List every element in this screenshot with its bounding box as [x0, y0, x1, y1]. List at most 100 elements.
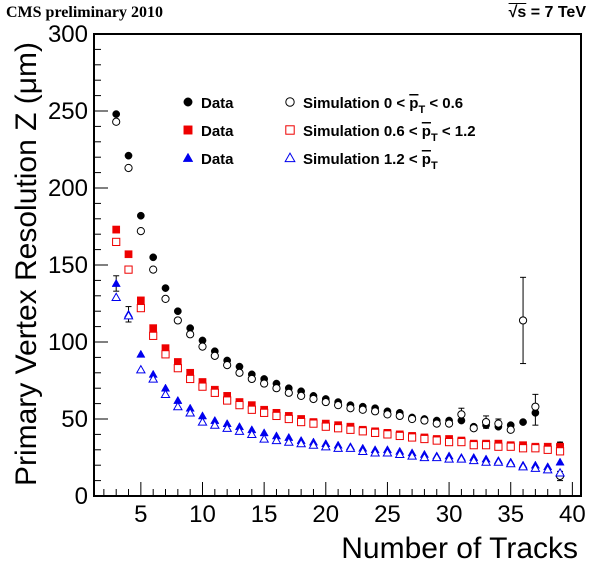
- x-tick-label: 20: [312, 501, 339, 528]
- y-tick-label: 250: [48, 98, 88, 125]
- legend-label: Data: [201, 123, 234, 140]
- data-point: [309, 419, 318, 428]
- data-point: [123, 310, 134, 320]
- data-point: [222, 423, 233, 432]
- data-point: [173, 307, 182, 316]
- data-point: [137, 211, 145, 220]
- data-point: [506, 442, 515, 451]
- legend-marker: [285, 125, 295, 135]
- data-point: [149, 253, 158, 262]
- data-point: [506, 425, 515, 434]
- data-point: [161, 284, 170, 292]
- legend-marker: [285, 97, 295, 107]
- x-tick-label: 5: [134, 501, 147, 528]
- data-point: [518, 316, 528, 325]
- data-point: [247, 405, 256, 414]
- data-point: [210, 388, 219, 397]
- data-point: [149, 265, 158, 274]
- header-cms-label: CMS preliminary 2010: [6, 4, 164, 21]
- data-point: [247, 374, 256, 384]
- data-point: [457, 410, 466, 419]
- x-tick-label: 30: [436, 501, 463, 528]
- sqrt-s-symbol: √s: [508, 4, 527, 21]
- data-point: [494, 442, 503, 451]
- data-point: [271, 435, 282, 445]
- data-point: [172, 401, 183, 411]
- x-tick-label: 10: [189, 501, 216, 528]
- data-point: [272, 411, 281, 421]
- legend-label: Data: [201, 95, 234, 112]
- x-axis-label: Number of Tracks: [341, 532, 578, 565]
- data-point: [186, 374, 195, 384]
- data-point: [198, 342, 207, 351]
- data-point: [346, 404, 355, 413]
- data-point: [284, 414, 293, 424]
- data-point: [456, 453, 467, 463]
- data-point: [149, 331, 158, 340]
- data-point: [149, 324, 158, 332]
- data-point: [383, 410, 392, 419]
- data-point: [112, 225, 121, 234]
- data-point: [173, 364, 182, 373]
- data-point: [283, 436, 294, 446]
- data-point: [334, 401, 343, 410]
- data-point: [185, 407, 196, 417]
- data-point: [345, 443, 356, 452]
- data-point: [284, 388, 293, 397]
- data-point: [346, 425, 355, 434]
- header-energy-label: √s = 7 TeV: [509, 4, 586, 22]
- data-point: [334, 424, 343, 433]
- data-point: [112, 110, 121, 118]
- data-point: [296, 438, 307, 448]
- data-point: [395, 431, 404, 441]
- data-point: [420, 434, 429, 444]
- data-point: [223, 361, 232, 370]
- data-point: [518, 444, 528, 453]
- data-point: [383, 430, 392, 439]
- data-point: [494, 419, 503, 428]
- data-point: [519, 418, 527, 426]
- data-point: [468, 455, 479, 465]
- y-tick-label: 50: [61, 406, 88, 433]
- data-point: [531, 402, 540, 411]
- data-point: [297, 391, 306, 400]
- data-point: [469, 424, 478, 433]
- data-point: [160, 389, 171, 398]
- x-tick-label: 40: [559, 501, 586, 528]
- legend: Data Data Data Simulation 0 < pT < 0.6 Simul…: [182, 95, 476, 172]
- data-point: [223, 396, 232, 405]
- data-point: [161, 294, 170, 303]
- data-point: [431, 452, 442, 462]
- data-point: [197, 416, 208, 426]
- legend-marker: [183, 97, 193, 107]
- data-point: [420, 416, 429, 425]
- data-point: [260, 379, 269, 388]
- y-tick-label: 300: [48, 21, 88, 48]
- data-point: [407, 414, 417, 424]
- legend-label: Data: [201, 151, 234, 168]
- legend-marker: [284, 152, 296, 163]
- data-point: [555, 467, 566, 477]
- legend-label: Simulation 1.2 < pT: [303, 151, 438, 172]
- data-point: [260, 408, 269, 417]
- data-point: [394, 449, 405, 459]
- data-point: [407, 450, 418, 460]
- data-point: [493, 456, 504, 466]
- data-point: [297, 417, 306, 427]
- data-point: [308, 440, 319, 449]
- data-point: [124, 250, 133, 259]
- legend-label: Simulation 0 < pT < 0.6: [303, 95, 463, 116]
- data-point: [530, 463, 541, 472]
- data-point: [457, 438, 466, 447]
- legend-marker: [182, 152, 194, 162]
- data-point: [371, 407, 380, 416]
- y-tick-label: 0: [75, 483, 88, 510]
- data-point: [112, 117, 121, 126]
- data-point: [111, 292, 122, 301]
- data-point: [481, 456, 492, 466]
- data-point: [135, 364, 146, 374]
- x-tick-label: 35: [497, 501, 524, 528]
- data-point: [395, 411, 404, 421]
- data-point: [432, 419, 441, 428]
- data-point: [161, 350, 170, 359]
